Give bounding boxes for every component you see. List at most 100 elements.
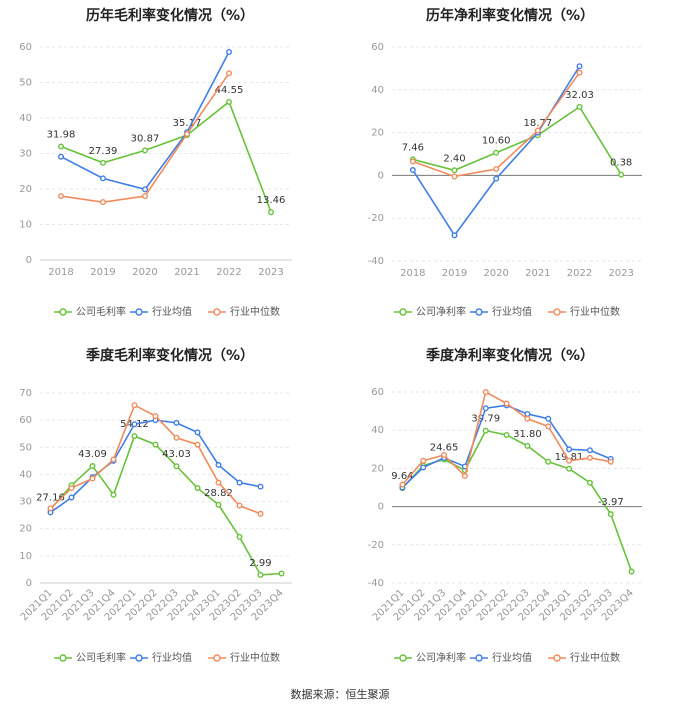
data-label: 35.17 [173, 118, 202, 129]
legend-item-label: 行业中位数 [230, 305, 280, 318]
legend-item-label: 行业均值 [492, 651, 532, 664]
data-point [131, 402, 138, 409]
chart-title: 历年毛利率变化情况（%） [86, 7, 254, 24]
x-tick-label: 2020 [483, 268, 508, 279]
legend-item-label: 行业均值 [152, 651, 192, 664]
data-point [110, 456, 117, 463]
data-label: 31.80 [513, 429, 542, 440]
data-point [58, 193, 65, 200]
data-point [545, 458, 552, 465]
data-point [461, 473, 468, 480]
data-point [257, 571, 264, 578]
data-point [493, 175, 500, 182]
y-tick-label: -20 [368, 213, 384, 224]
data-point [576, 69, 583, 76]
data-point [215, 461, 222, 468]
data-point [451, 232, 458, 239]
y-tick-label: 10 [19, 220, 32, 231]
data-point [131, 421, 138, 428]
legend-item-label: 行业中位数 [230, 651, 280, 664]
data-point [607, 458, 614, 465]
data-point [173, 463, 180, 470]
y-tick-label: -20 [368, 540, 384, 551]
y-tick-label: 20 [371, 128, 384, 139]
y-tick-label: 50 [19, 78, 32, 89]
legend-marker [553, 654, 561, 662]
y-tick-label: 20 [371, 463, 384, 474]
data-label: 13.46 [257, 195, 286, 206]
data-point [524, 442, 531, 449]
data-label: 2.40 [443, 153, 465, 164]
legend-item-label: 公司净利率 [416, 305, 466, 318]
y-tick-label: -40 [368, 578, 384, 589]
annual-gross-margin-chart: 历年毛利率变化情况（%） 0 10 20 30 40 50 60 2018 2019 2020 202… [19, 7, 292, 318]
data-point [99, 199, 106, 206]
data-label: 31.98 [47, 129, 76, 140]
y-tick-label: 60 [19, 42, 32, 53]
chart-title: 历年净利率变化情况（%） [426, 7, 594, 24]
quarterly-net-margin-chart: 季度净利率变化情况（%）-40-2002040602021Q12021Q2202… [368, 347, 642, 664]
data-point [409, 158, 416, 165]
data-point [493, 149, 500, 156]
x-tick-label: 2018 [48, 267, 73, 278]
data-point [89, 475, 96, 482]
data-point [451, 167, 458, 174]
data-label: 9.64 [391, 471, 413, 482]
x-tick-label: 2023 [258, 267, 283, 278]
data-point [141, 193, 148, 200]
x-tick-label: 2018 [400, 268, 425, 279]
data-point [68, 494, 75, 501]
data-label: 18.77 [524, 118, 553, 129]
legend-item-label: 行业中位数 [570, 305, 620, 318]
legend-item-label: 行业均值 [492, 305, 532, 318]
data-point [399, 481, 406, 488]
data-point [503, 431, 510, 438]
series-line-0 [49, 435, 282, 576]
data-point [68, 484, 75, 491]
data-point [58, 143, 65, 150]
x-tick-label: 2023 [608, 268, 633, 279]
data-point [586, 447, 593, 454]
data-point [194, 441, 201, 448]
data-label: 27.16 [36, 492, 65, 503]
quarterly-gross-margin-chart: 季度毛利率变化情况（%）0102030405060702021Q12021Q22… [19, 347, 292, 664]
data-point [215, 501, 222, 508]
legend-marker [59, 308, 67, 316]
y-tick-label: 40 [371, 85, 384, 96]
data-point [409, 167, 416, 174]
data-point [236, 533, 243, 540]
data-point [482, 427, 489, 434]
y-tick-label: 60 [19, 415, 32, 426]
data-point [152, 441, 159, 448]
legend-marker [213, 308, 221, 316]
legend-item-label: 行业均值 [152, 305, 192, 318]
data-point [586, 479, 593, 486]
y-tick-label: 30 [19, 149, 32, 160]
data-point [607, 511, 614, 518]
data-label: 32.03 [565, 90, 594, 101]
data-point [268, 209, 275, 216]
legend-marker [553, 308, 561, 316]
data-point [173, 419, 180, 426]
data-point [566, 465, 573, 472]
legend-marker [475, 654, 483, 662]
data-label: 10.60 [482, 136, 511, 147]
data-point [566, 457, 573, 464]
legend-marker [135, 308, 143, 316]
data-point [99, 159, 106, 166]
data-point [141, 147, 148, 154]
legend-marker [59, 654, 67, 662]
chart-title: 季度毛利率变化情况（%） [85, 347, 254, 364]
y-tick-label: 60 [371, 42, 384, 53]
data-point [524, 415, 531, 422]
data-point [225, 48, 232, 55]
series-line-1 [60, 51, 230, 191]
data-point [194, 429, 201, 436]
data-label: 43.09 [78, 449, 107, 460]
x-tick-label: 2021 [525, 268, 550, 279]
data-label: 2.99 [249, 558, 271, 569]
x-tick-label: 2022 [216, 267, 241, 278]
data-point [215, 479, 222, 486]
data-point [236, 479, 243, 486]
y-tick-label: 50 [19, 442, 32, 453]
